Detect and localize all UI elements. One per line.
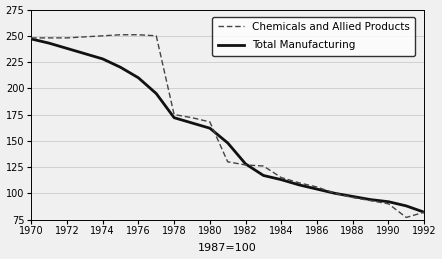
X-axis label: 1987=100: 1987=100 [198,243,257,254]
Legend: Chemicals and Allied Products, Total Manufacturing: Chemicals and Allied Products, Total Man… [212,17,415,56]
